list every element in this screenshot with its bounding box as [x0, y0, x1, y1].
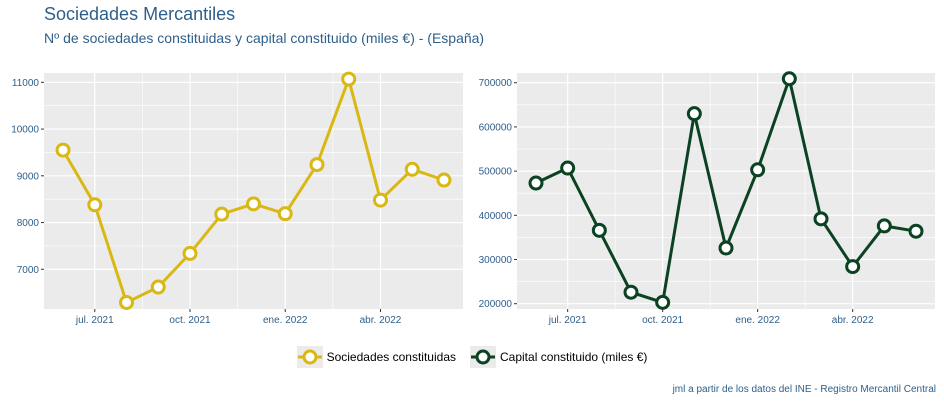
legend-item-sociedades: Sociedades constituidas — [296, 346, 456, 368]
panel1-x-tick-label: oct. 2021 — [169, 315, 211, 326]
panel1-data-point — [150, 279, 166, 295]
panel1-x-tick-label: jul. 2021 — [75, 315, 114, 326]
panel1-background — [44, 73, 463, 309]
panel1-y-tick-label: 10000 — [11, 125, 39, 136]
panel2-data-point — [560, 160, 576, 176]
panel1-data-point — [436, 172, 452, 188]
panel2-data-point — [686, 106, 702, 122]
panel2-background — [517, 73, 935, 309]
panel1-data-point — [277, 206, 293, 222]
legend: Sociedades constituidas Capital constitu… — [0, 346, 944, 368]
panel2-x-tick-label: ene. 2022 — [735, 315, 780, 326]
panel1-data-point — [182, 245, 198, 261]
panel1-y-tick-label: 8000 — [17, 218, 40, 229]
panel2-data-point — [750, 162, 766, 178]
panel1-data-point — [372, 192, 388, 208]
panel1-data-point — [214, 206, 230, 222]
panel2-y-tick-label: 200000 — [479, 299, 513, 310]
panel2-x-tick-label: oct. 2021 — [642, 315, 684, 326]
panel1-y-tick-label: 11000 — [12, 78, 40, 89]
panel2-data-point — [908, 223, 924, 239]
legend-label-capital: Capital constituido (miles €) — [500, 350, 648, 364]
panel2-y-tick-label: 600000 — [479, 122, 513, 133]
panel2-y-tick-label: 500000 — [479, 167, 513, 178]
panel2-data-point — [623, 284, 639, 300]
panel2-x-tick-label: jul. 2021 — [548, 315, 587, 326]
panel2-x-tick-label: abr. 2022 — [832, 315, 874, 326]
panel2-data-point — [813, 211, 829, 227]
chart-subtitle: Nº de sociedades constituidas y capital … — [44, 30, 485, 46]
panel2-data-point — [528, 175, 544, 191]
panel1-data-point — [246, 196, 261, 212]
legend-key-capital — [470, 346, 496, 368]
panel2-y-tick-label: 700000 — [479, 78, 513, 89]
panel1-x-tick-label: abr. 2022 — [360, 315, 402, 326]
panel1-y-tick-label: 9000 — [17, 171, 40, 182]
panel2-y-tick-label: 400000 — [479, 211, 513, 222]
panel1-data-point — [341, 71, 357, 87]
panel2-y-tick-label: 300000 — [479, 255, 513, 266]
panel1-data-point — [55, 142, 71, 158]
panel1-data-point — [87, 197, 103, 213]
panel2-data-point — [781, 71, 797, 87]
panel1-data-point — [309, 157, 325, 173]
panel1-data-point — [119, 294, 135, 310]
legend-item-capital: Capital constituido (miles €) — [470, 346, 647, 368]
legend-key-sociedades — [296, 346, 323, 368]
chart-title: Sociedades Mercantiles — [44, 4, 236, 24]
panel1-y-tick-label: 7000 — [17, 265, 40, 276]
panel1-x-tick-label: ene. 2022 — [263, 315, 308, 326]
panel2-data-point — [876, 218, 892, 234]
panel1-data-point — [404, 161, 420, 177]
legend-label-sociedades: Sociedades constituidas — [326, 350, 456, 364]
panel2-data-point — [718, 240, 734, 256]
panel2-data-point — [591, 222, 607, 238]
panel2-data-point — [845, 259, 861, 275]
panel2-data-point — [655, 294, 671, 310]
source-caption: jml a partir de los datos del INE - Regi… — [672, 384, 936, 395]
